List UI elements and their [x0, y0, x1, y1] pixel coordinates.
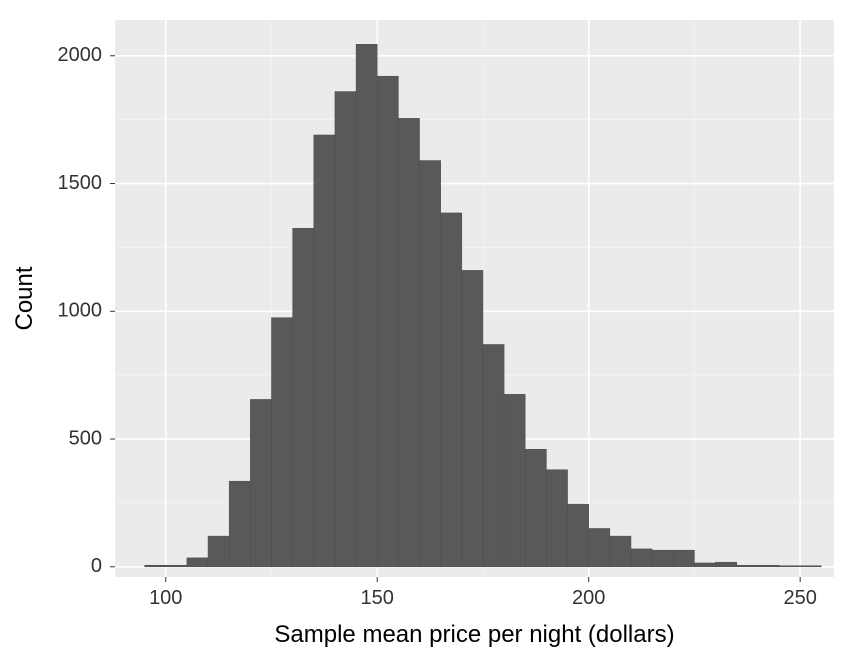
x-tick-label: 250	[783, 587, 816, 609]
histogram-bar	[166, 565, 187, 567]
histogram-bar	[694, 563, 715, 567]
chart-svg: 100 150 200 250 0 500 1000 1500 2000 Sample mean …	[0, 0, 864, 672]
x-tick-label: 150	[361, 587, 394, 609]
histogram-bar	[271, 318, 292, 567]
histogram-bar	[314, 135, 335, 567]
histogram-bar	[229, 481, 250, 567]
histogram-bar	[441, 213, 462, 567]
histogram-bar	[356, 44, 377, 567]
histogram-bar	[335, 92, 356, 567]
histogram-bar	[716, 562, 737, 567]
histogram-bar	[483, 344, 504, 566]
histogram-bar	[779, 566, 800, 567]
histogram-bar	[377, 76, 398, 567]
y-tick-label: 1500	[58, 172, 103, 194]
histogram-bar	[187, 558, 208, 567]
y-tick-label: 1000	[58, 300, 103, 322]
histogram-bar	[546, 470, 567, 567]
x-tick-label: 100	[149, 587, 182, 609]
histogram-bar	[631, 549, 652, 567]
y-tick-label: 0	[91, 555, 102, 577]
histogram-bar	[293, 228, 314, 567]
y-axis-label: Count	[11, 266, 38, 330]
histogram-bar	[504, 394, 525, 566]
histogram-bar	[420, 161, 441, 567]
histogram-bar	[462, 270, 483, 566]
histogram-bar	[568, 504, 589, 567]
histogram-bar	[398, 118, 419, 566]
histogram-chart: 100 150 200 250 0 500 1000 1500 2000 Sample mean …	[0, 0, 864, 672]
x-axis-label: Sample mean price per night (dollars)	[274, 621, 674, 648]
y-tick-label: 2000	[58, 44, 103, 66]
histogram-bar	[800, 566, 821, 567]
histogram-bar	[737, 565, 758, 567]
histogram-bar	[610, 536, 631, 567]
histogram-bar	[145, 565, 166, 567]
x-tick-label: 200	[572, 587, 605, 609]
histogram-bar	[525, 449, 546, 567]
y-tick-label: 500	[69, 427, 102, 449]
histogram-bar	[652, 550, 673, 567]
histogram-bar	[589, 528, 610, 566]
histogram-bar	[758, 565, 779, 567]
histogram-bar	[208, 536, 229, 567]
histogram-bar	[673, 550, 694, 567]
histogram-bar	[250, 399, 271, 566]
